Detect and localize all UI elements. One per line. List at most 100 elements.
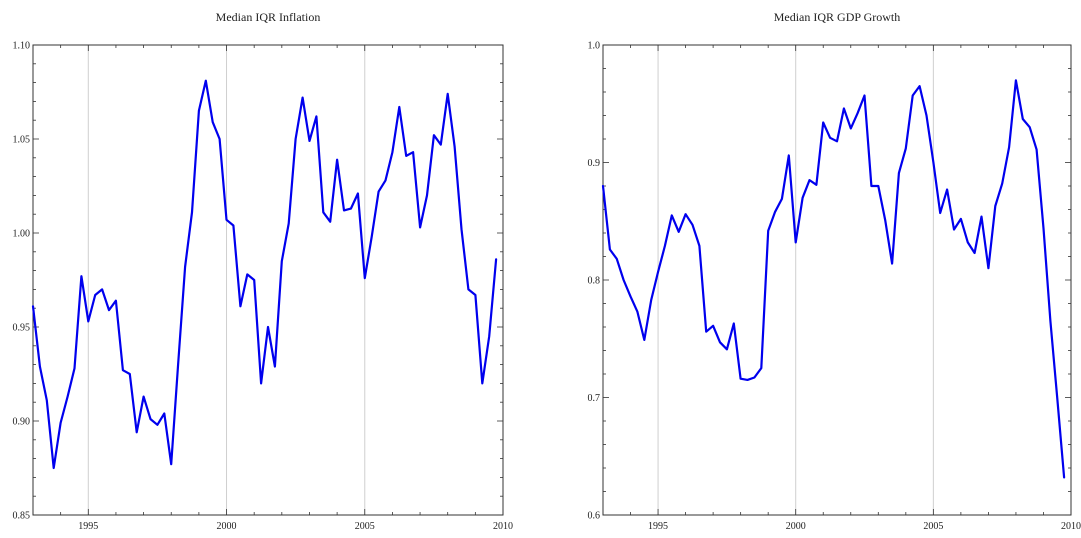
chart-title: Median IQR Inflation xyxy=(216,10,321,24)
data-point xyxy=(377,191,380,193)
data-point xyxy=(350,207,352,210)
data-point xyxy=(474,294,476,296)
data-point xyxy=(364,277,366,279)
data-point xyxy=(129,373,131,375)
data-point xyxy=(740,378,742,380)
x-tick-label: 2000 xyxy=(786,521,806,532)
data-point xyxy=(412,151,414,153)
y-tick-label: 0.9 xyxy=(588,158,601,169)
data-point xyxy=(39,365,41,368)
x-tick-label: 2010 xyxy=(493,521,513,532)
data-point xyxy=(684,213,687,215)
y-tick-label: 0.8 xyxy=(588,276,601,287)
data-point xyxy=(905,147,907,149)
data-point xyxy=(678,231,680,233)
data-point xyxy=(623,279,625,281)
data-point xyxy=(1022,118,1024,120)
data-point xyxy=(932,161,934,164)
data-point xyxy=(795,241,797,243)
y-tick-label: 0.90 xyxy=(13,417,31,428)
data-point xyxy=(66,395,69,398)
data-point xyxy=(822,121,824,124)
data-point xyxy=(308,140,311,142)
data-point xyxy=(288,223,290,225)
y-tick-label: 1.05 xyxy=(13,135,31,146)
x-tick-label: 2005 xyxy=(355,521,375,532)
data-point xyxy=(108,309,110,311)
data-point xyxy=(219,138,221,140)
data-point xyxy=(357,192,359,195)
data-point xyxy=(246,273,248,275)
data-point xyxy=(440,144,442,146)
data-point xyxy=(829,137,831,139)
data-point xyxy=(960,218,962,220)
data-point xyxy=(101,288,103,290)
data-point xyxy=(32,305,34,307)
plot-frame xyxy=(602,44,1072,516)
data-point xyxy=(898,172,900,174)
data-point xyxy=(719,341,721,343)
data-point xyxy=(488,335,490,337)
data-point xyxy=(60,422,62,424)
data-point xyxy=(781,198,783,200)
data-point xyxy=(967,241,969,243)
data-point xyxy=(767,230,769,232)
data-point xyxy=(691,224,694,226)
data-point xyxy=(336,159,338,161)
data-point xyxy=(1035,148,1038,151)
data-point xyxy=(918,85,921,87)
data-point xyxy=(170,463,172,465)
data-point xyxy=(877,185,879,187)
data-point xyxy=(191,211,193,213)
data-point xyxy=(481,382,483,384)
data-point xyxy=(433,134,435,136)
data-point xyxy=(371,236,373,238)
data-point xyxy=(857,112,859,114)
data-point xyxy=(843,107,845,110)
data-point xyxy=(447,93,449,95)
data-point xyxy=(946,188,948,191)
data-point xyxy=(53,467,55,469)
data-point xyxy=(253,279,255,281)
data-point xyxy=(163,412,165,415)
data-point xyxy=(295,138,297,140)
data-point xyxy=(636,311,639,313)
data-point xyxy=(1029,126,1031,128)
data-point xyxy=(419,226,421,228)
data-point xyxy=(212,121,214,123)
data-point xyxy=(260,382,262,384)
chart-title: Median IQR GDP Growth xyxy=(774,10,901,24)
data-point xyxy=(987,267,990,269)
data-point xyxy=(267,326,269,328)
data-point xyxy=(774,211,776,213)
data-point xyxy=(726,348,728,350)
data-point xyxy=(974,252,976,254)
data-point xyxy=(184,266,186,268)
x-tick-label: 1995 xyxy=(78,521,98,532)
y-tick-label: 1.00 xyxy=(13,229,31,240)
data-point xyxy=(760,367,762,369)
data-point xyxy=(1049,320,1051,322)
data-point xyxy=(115,300,117,302)
data-point xyxy=(87,320,89,322)
y-tick-label: 0.7 xyxy=(588,393,601,404)
x-tick-label: 2005 xyxy=(923,521,943,532)
data-point xyxy=(1015,79,1017,81)
data-point xyxy=(939,212,941,214)
data-point xyxy=(301,97,304,99)
data-point xyxy=(315,115,317,118)
data-point xyxy=(149,418,152,420)
data-point xyxy=(274,365,276,368)
chart-panel-1: Median IQR Inflation 1995 2000 2005 2010 0.85… xyxy=(13,10,514,532)
data-point xyxy=(281,260,283,262)
y-tick-label: 1.0 xyxy=(588,41,601,52)
data-point xyxy=(495,258,497,260)
y-tick-label: 0.95 xyxy=(13,323,31,334)
data-point xyxy=(746,379,749,381)
data-point xyxy=(232,224,235,227)
y-tick-label: 0.85 xyxy=(13,511,31,522)
data-point xyxy=(460,228,463,230)
data-point xyxy=(925,114,928,117)
data-point xyxy=(426,194,428,196)
